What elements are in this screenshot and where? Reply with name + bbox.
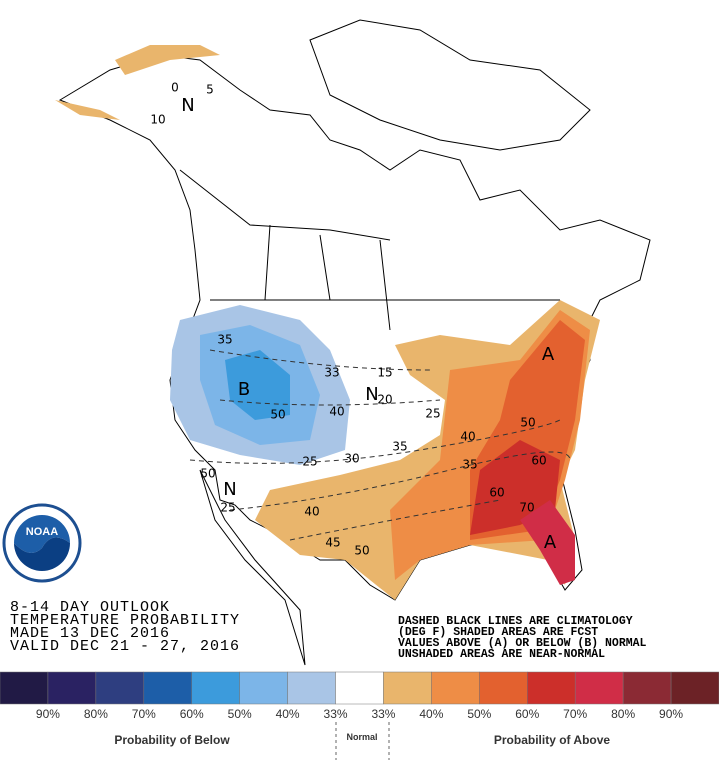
map-label: 10	[150, 113, 165, 127]
map-label: 60	[489, 486, 504, 500]
forecast-shading	[55, 45, 600, 600]
title-line: TEMPERATURE PROBABILITY	[10, 612, 240, 629]
map-label: 60	[531, 454, 546, 468]
legend-above-title: Probability of Above	[494, 733, 611, 747]
legend-tick-label: 80%	[84, 707, 108, 721]
map-label: 0	[171, 81, 179, 95]
legend-tick-label: 80%	[611, 707, 635, 721]
legend-tick-label: 40%	[276, 707, 300, 721]
map-label: 25	[425, 407, 440, 421]
logo: NOAA	[2, 503, 82, 583]
map-label: A	[542, 344, 555, 365]
map-label: 40	[460, 430, 475, 444]
map-label: B	[238, 379, 250, 400]
legend-swatch	[670, 671, 719, 705]
map-label: 70	[519, 501, 534, 515]
legend-swatch	[527, 671, 576, 705]
map-label: 35	[392, 440, 407, 454]
map-label: 5	[206, 83, 214, 97]
note-line: (DEG F) SHADED AREAS ARE FCST	[398, 626, 598, 639]
legend-tick-label: 33%	[371, 707, 395, 721]
climatology-lines	[189, 349, 571, 541]
map-label: 50	[520, 416, 535, 430]
map-label: 40	[329, 405, 344, 419]
legend-tick-label: 90%	[659, 707, 683, 721]
legend-tick-label: 40%	[419, 707, 443, 721]
map-label: 25	[302, 455, 317, 469]
legend-swatch	[47, 671, 97, 705]
title-line: 8-14 DAY OUTLOOK	[10, 599, 170, 616]
legend-tick-label: 70%	[132, 707, 156, 721]
map-label: 25	[220, 501, 235, 515]
legend-swatch	[239, 671, 288, 705]
map-label: 40	[304, 505, 319, 519]
legend-swatch	[622, 671, 672, 705]
map-label: 50	[200, 467, 215, 481]
legend-swatch	[143, 671, 192, 705]
legend-tick-label: 60%	[180, 707, 204, 721]
map-label: 35	[462, 458, 477, 472]
legend-tick-label: 50%	[228, 707, 252, 721]
legend-below-title: Probability of Below	[114, 733, 230, 747]
legend-tick-label: 33%	[324, 707, 348, 721]
note-line: DASHED BLACK LINES ARE CLIMATOLOGY	[398, 615, 633, 628]
logo-text: NOAA	[26, 526, 58, 538]
legend-tick-label: 90%	[36, 707, 60, 721]
legend-swatch	[191, 671, 240, 705]
legend-normal-title: Normal	[346, 732, 377, 742]
map-label: 50	[270, 408, 285, 422]
note-line: VALUES ABOVE (A) OR BELOW (B) NORMAL	[398, 637, 647, 650]
legend-swatch	[95, 671, 145, 705]
legend-swatch	[335, 671, 384, 705]
legend-swatch	[287, 671, 336, 705]
map-label: 15	[377, 366, 392, 380]
legend-tick-label: 70%	[563, 707, 587, 721]
map-label: 45	[325, 536, 340, 550]
map-label: 30	[344, 452, 359, 466]
map-label: 35	[217, 333, 232, 347]
legend-swatch	[479, 671, 528, 705]
map-label: N	[365, 384, 378, 405]
map-label: 20	[377, 393, 392, 407]
map-label: A	[544, 532, 557, 553]
legend-swatch	[574, 671, 624, 705]
title-line: MADE 13 DEC 2016	[10, 625, 170, 642]
legend-tick-label: 60%	[515, 707, 539, 721]
note-line: UNSHADED AREAS ARE NEAR-NORMAL	[398, 648, 605, 661]
legend-tick-label: 50%	[467, 707, 491, 721]
legend-swatch	[383, 671, 432, 705]
legend-swatch	[0, 671, 49, 705]
map-label: 50	[354, 544, 369, 558]
legend-swatch	[431, 671, 480, 705]
map-label: N	[181, 95, 194, 116]
title-line: VALID DEC 21 - 27, 2016	[10, 638, 240, 655]
map-label: N	[223, 479, 236, 500]
map-label: 33	[324, 366, 339, 380]
